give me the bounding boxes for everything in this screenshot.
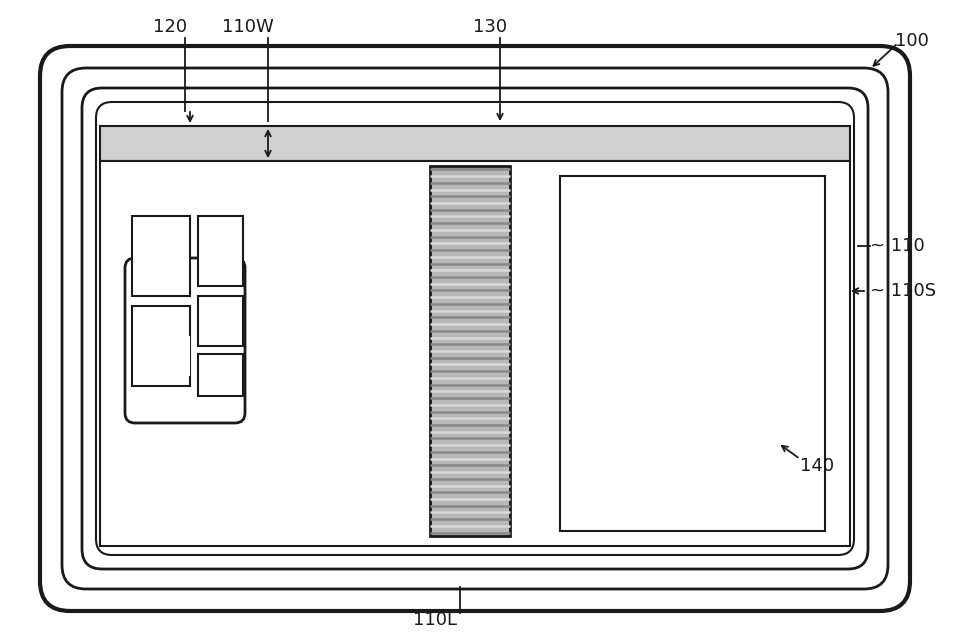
Polygon shape [100, 126, 850, 161]
Bar [198, 216, 243, 286]
Text: 100: 100 [895, 32, 929, 50]
Text: 110W: 110W [222, 18, 274, 36]
Text: 140: 140 [800, 457, 834, 475]
Bar [430, 166, 510, 536]
Bar [132, 306, 190, 386]
FancyBboxPatch shape [82, 88, 868, 569]
FancyBboxPatch shape [62, 68, 888, 589]
Text: ~ 110: ~ 110 [870, 237, 924, 255]
Text: ~ 110S: ~ 110S [870, 282, 936, 300]
Bar [198, 296, 243, 346]
Text: 120: 120 [153, 18, 187, 36]
Bar [560, 176, 825, 531]
FancyBboxPatch shape [125, 258, 245, 423]
Polygon shape [100, 161, 850, 546]
Bar [198, 354, 243, 396]
Text: 130: 130 [473, 18, 507, 36]
Bar [155, 336, 190, 376]
Text: 110L: 110L [413, 611, 457, 629]
FancyBboxPatch shape [40, 46, 910, 611]
FancyBboxPatch shape [96, 102, 854, 555]
Bar [132, 216, 190, 296]
